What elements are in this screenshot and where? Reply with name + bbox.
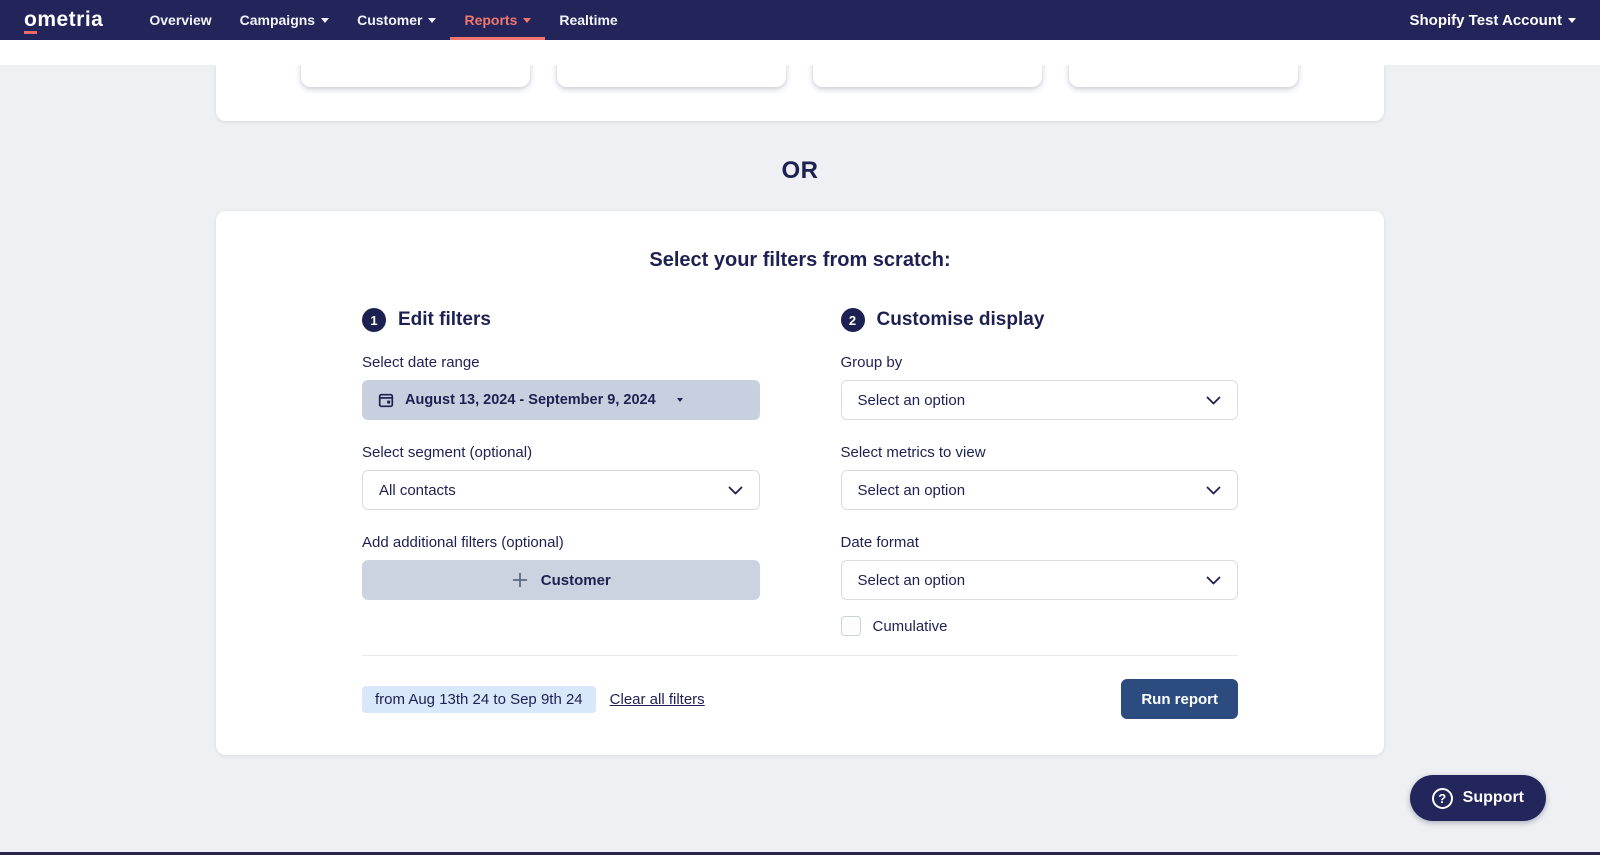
support-button[interactable]: ? Support bbox=[1409, 775, 1546, 821]
step-2-badge: 2 bbox=[840, 308, 865, 332]
date-range-label: Select date range bbox=[362, 354, 480, 371]
run-report-button[interactable]: Run report bbox=[1121, 679, 1238, 719]
ometria-logo[interactable]: ometria bbox=[24, 0, 103, 40]
edit-filters-column: 1 Edit filters Select date range August … bbox=[362, 308, 760, 636]
preset-report-tile[interactable] bbox=[1069, 65, 1298, 87]
chevron-down-icon bbox=[1206, 396, 1221, 404]
chevron-down-icon bbox=[1568, 17, 1576, 23]
date-range-value: August 13, 2024 - September 9, 2024 bbox=[405, 392, 656, 408]
customise-display-header: 2 Customise display bbox=[840, 308, 1239, 332]
card-footer: from Aug 13th 24 to Sep 9th 24 Clear all… bbox=[362, 679, 1238, 719]
edit-filters-header: 1 Edit filters bbox=[362, 308, 760, 332]
active-filter-chip[interactable]: from Aug 13th 24 to Sep 9th 24 bbox=[362, 685, 596, 713]
date-format-label: Date format bbox=[840, 534, 919, 551]
metrics-select[interactable]: Select an option bbox=[840, 470, 1238, 510]
nav-item-realtime[interactable]: Realtime bbox=[559, 12, 618, 28]
chevron-down-icon bbox=[676, 398, 683, 402]
preset-reports-card-cutoff bbox=[216, 65, 1384, 121]
chevron-down-icon bbox=[1206, 486, 1221, 494]
group-by-selected-value: Select an option bbox=[857, 391, 966, 409]
segment-selected-value: All contacts bbox=[379, 481, 456, 499]
group-by-label: Group by bbox=[840, 354, 903, 371]
top-navbar: ometria Overview Campaigns Customer Repo… bbox=[0, 0, 1600, 40]
chevron-down-icon bbox=[728, 486, 742, 494]
support-label: Support bbox=[1462, 789, 1524, 806]
customise-display-column: 2 Customise display Group by Select an o… bbox=[840, 308, 1239, 636]
nav-item-campaigns[interactable]: Campaigns bbox=[226, 0, 343, 40]
step-1-badge: 1 bbox=[362, 308, 386, 332]
additional-filters-label: Add additional filters (optional) bbox=[362, 534, 564, 551]
segment-select[interactable]: All contacts bbox=[362, 470, 760, 510]
nav-item-customer[interactable]: Customer bbox=[343, 0, 450, 40]
chevron-down-icon bbox=[428, 17, 437, 23]
metrics-selected-value: Select an option bbox=[857, 481, 966, 499]
date-format-selected-value: Select an option bbox=[857, 571, 966, 589]
preset-report-tile[interactable] bbox=[813, 65, 1042, 87]
date-format-select[interactable]: Select an option bbox=[840, 560, 1238, 600]
cumulative-row: Cumulative bbox=[840, 616, 1239, 636]
preset-report-tile[interactable] bbox=[301, 65, 530, 87]
nav-item-reports[interactable]: Reports bbox=[450, 0, 546, 40]
nav-items: Overview Campaigns Customer Reports Real… bbox=[135, 0, 631, 40]
add-customer-filter-button[interactable]: Customer bbox=[362, 560, 760, 600]
add-customer-filter-label: Customer bbox=[540, 571, 611, 589]
card-title: Select your filters from scratch: bbox=[649, 249, 951, 271]
date-range-picker[interactable]: August 13, 2024 - September 9, 2024 bbox=[362, 380, 760, 420]
logo-text: ometria bbox=[24, 8, 103, 34]
window-bottom-edge bbox=[0, 852, 1600, 855]
footer-divider bbox=[362, 655, 1238, 656]
filters-card: Select your filters from scratch: 1 Edit… bbox=[216, 211, 1384, 755]
cumulative-label: Cumulative bbox=[872, 617, 948, 635]
clear-all-filters-link[interactable]: Clear all filters bbox=[609, 690, 705, 708]
segment-label: Select segment (optional) bbox=[362, 444, 533, 461]
question-mark-icon: ? bbox=[1431, 787, 1453, 809]
subheader-strip bbox=[0, 40, 1600, 65]
chevron-down-icon bbox=[523, 17, 532, 23]
cumulative-checkbox[interactable] bbox=[840, 616, 861, 636]
account-menu[interactable]: Shopify Test Account bbox=[1409, 0, 1576, 40]
preset-report-tile[interactable] bbox=[557, 65, 786, 87]
or-divider-text: OR bbox=[781, 157, 819, 184]
chevron-down-icon bbox=[1206, 576, 1221, 584]
edit-filters-heading: Edit filters bbox=[398, 309, 491, 330]
plus-icon bbox=[512, 573, 527, 587]
calendar-icon bbox=[378, 393, 394, 408]
nav-item-overview[interactable]: Overview bbox=[149, 12, 212, 28]
metrics-label: Select metrics to view bbox=[840, 444, 986, 461]
chevron-down-icon bbox=[321, 17, 330, 23]
customise-display-heading: Customise display bbox=[876, 309, 1045, 330]
group-by-select[interactable]: Select an option bbox=[840, 380, 1238, 420]
